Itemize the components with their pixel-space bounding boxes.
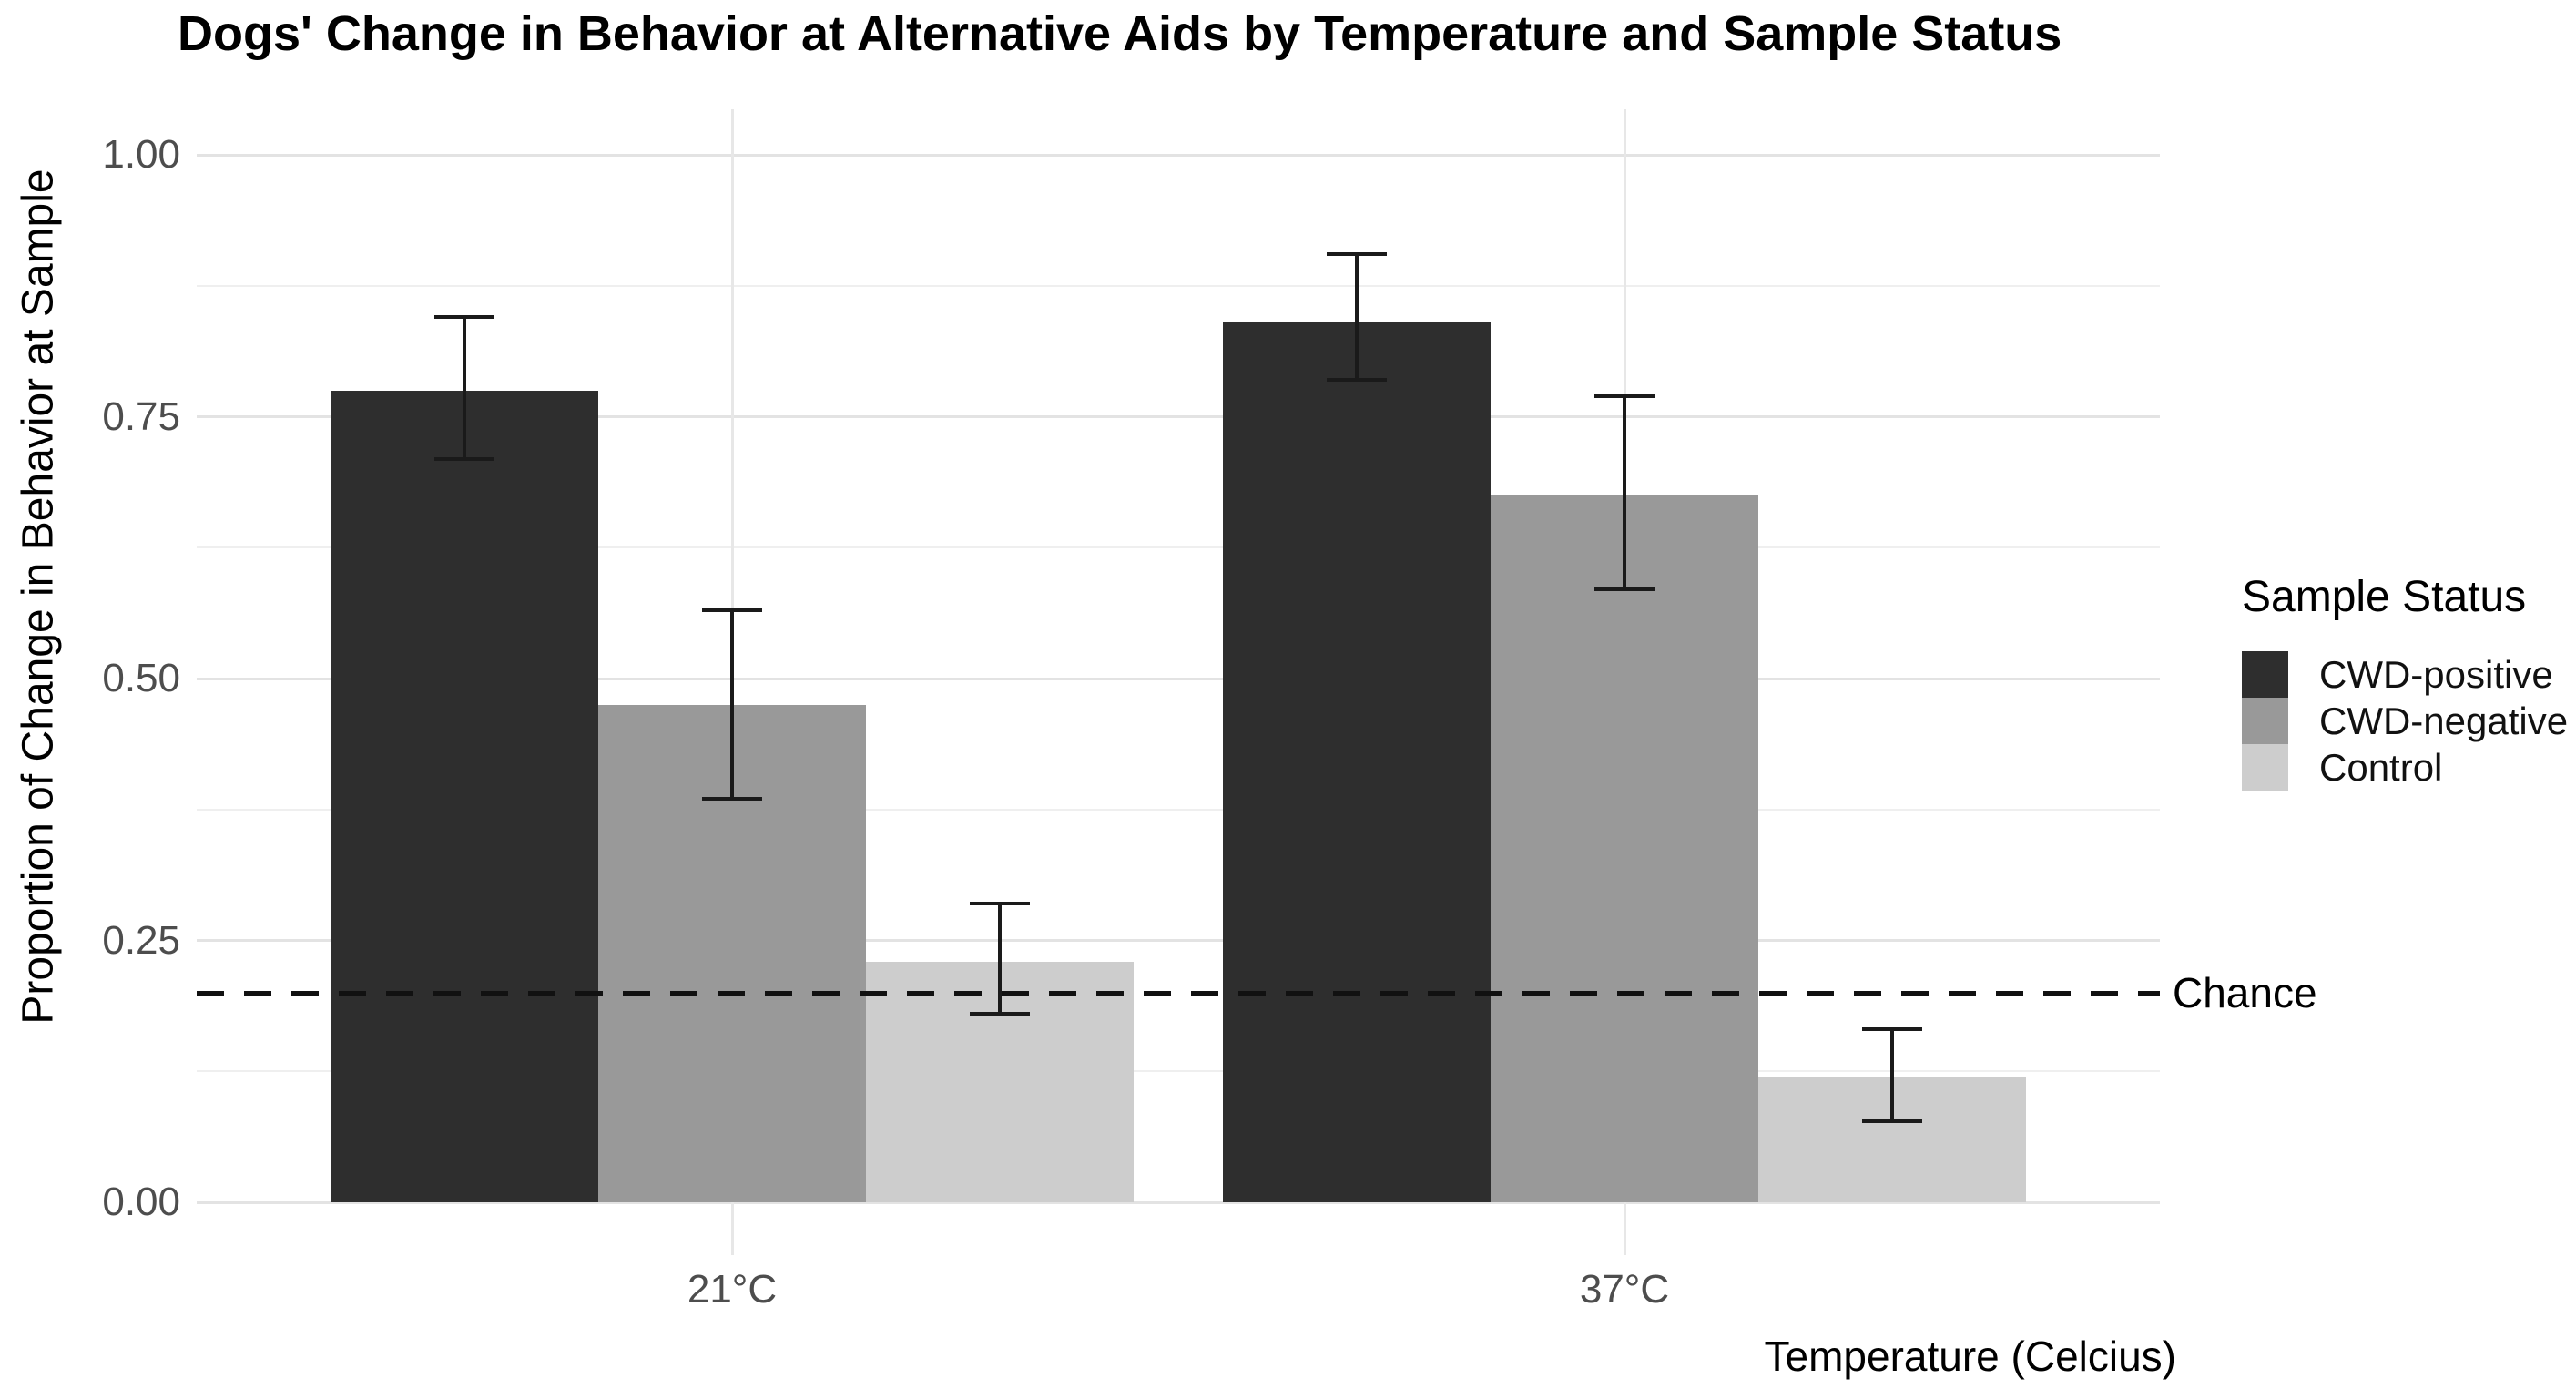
error-bar-cap-top-37-c-cwd-positive <box>1327 252 1387 257</box>
legend: Sample Status CWD-positive CWD-negative … <box>2242 572 2568 791</box>
chart-title: Dogs' Change in Behavior at Alternative … <box>178 6 2062 61</box>
bar-37-c-cwd-negative <box>1491 495 1758 1202</box>
error-bar-cap-bottom-37-c-cwd-positive <box>1327 378 1387 383</box>
error-bar-cap-bottom-37-c-cwd-negative <box>1594 587 1655 592</box>
legend-label-control: Control <box>2319 745 2443 789</box>
gridline-major <box>197 415 2160 418</box>
legend-item-cwd-positive: CWD-positive <box>2242 651 2568 698</box>
error-bar-cap-top-37-c-cwd-negative <box>1594 393 1655 398</box>
error-bar-cap-bottom-21-c-cwd-positive <box>434 456 494 461</box>
error-bar-stem-21-c-control <box>998 904 1002 1014</box>
gridline-minor <box>197 284 2160 287</box>
y-tick-label-0-50: 0.50 <box>102 656 180 700</box>
error-bar-stem-37-c-control <box>1890 1029 1894 1122</box>
legend-item-cwd-negative: CWD-negative <box>2242 698 2568 744</box>
error-bar-cap-top-21-c-cwd-negative <box>702 608 762 613</box>
error-bar-stem-37-c-cwd-negative <box>1623 395 1626 590</box>
legend-item-control: Control <box>2242 744 2568 791</box>
chance-reference-label: Chance <box>2173 969 2317 1016</box>
chance-reference-line <box>197 990 2160 996</box>
gridline-minor <box>197 808 2160 811</box>
y-tick-label-0-00: 0.00 <box>102 1179 180 1224</box>
error-bar-cap-bottom-21-c-control <box>970 1012 1030 1016</box>
plot-panel <box>197 109 2160 1255</box>
error-bar-cap-bottom-37-c-control <box>1862 1119 1922 1124</box>
gridline-major <box>197 939 2160 942</box>
legend-label-cwd-positive: CWD-positive <box>2319 652 2553 696</box>
y-tick-label-0-75: 0.75 <box>102 393 180 439</box>
y-tick-label-0-25: 0.25 <box>102 917 180 963</box>
legend-label-cwd-negative: CWD-negative <box>2319 699 2569 742</box>
y-tick-label-1-00: 1.00 <box>102 132 180 177</box>
gridline-minor <box>197 1070 2160 1073</box>
bar-21-c-cwd-positive <box>331 390 598 1202</box>
gridline-major <box>197 677 2160 680</box>
error-bar-cap-top-21-c-control <box>970 902 1030 906</box>
error-bar-stem-21-c-cwd-negative <box>730 610 734 800</box>
legend-swatch-cwd-negative <box>2242 698 2288 744</box>
legend-swatch-control <box>2242 744 2288 791</box>
gridline-major <box>197 1200 2160 1204</box>
error-bar-cap-bottom-21-c-cwd-negative <box>702 797 762 802</box>
legend-title: Sample Status <box>2242 573 2527 621</box>
x-tick-label-37c: 37°C <box>1579 1267 1670 1312</box>
error-bar-stem-21-c-cwd-positive <box>463 317 466 459</box>
error-bar-cap-top-37-c-control <box>1862 1027 1922 1032</box>
gridline-major <box>197 153 2160 157</box>
error-bar-stem-37-c-cwd-positive <box>1355 254 1359 381</box>
x-tick-label-21c: 21°C <box>687 1267 778 1312</box>
x-axis-title: Temperature (Celcius) <box>1764 1333 2176 1380</box>
bar-37-c-cwd-positive <box>1223 322 1491 1202</box>
gridline-minor <box>197 546 2160 549</box>
y-axis-title: Proportion of Change in Behavior at Samp… <box>14 168 63 1025</box>
legend-swatch-cwd-positive <box>2242 651 2288 698</box>
error-bar-cap-top-21-c-cwd-positive <box>434 315 494 320</box>
